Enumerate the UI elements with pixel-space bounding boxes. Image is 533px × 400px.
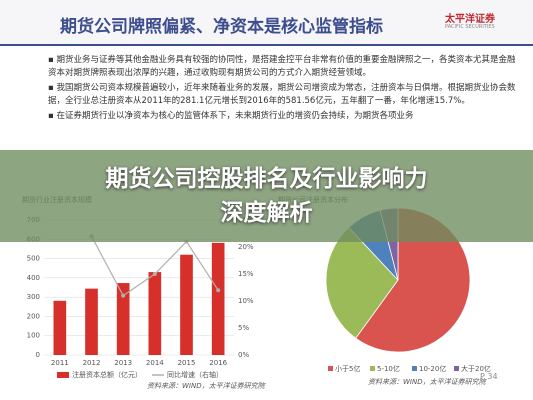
banner-text: 期货公司控股排名及行业影响力 深度解析 <box>0 162 533 230</box>
source: 资料来源：WIND，太平洋证券研究院 <box>147 382 266 390</box>
title: 期货公司牌照偏紧、净资本是核心监管指标 <box>60 17 383 37</box>
x-tick-label: 2016 <box>209 359 227 367</box>
y-tick-label: 300 <box>27 293 40 301</box>
x-tick-label: 2014 <box>146 359 164 367</box>
x-tick-label: 2013 <box>114 359 132 367</box>
paragraph: ▪ 期货业务与证券等其他金融业务具有较强的协同性，是搭建金控平台非常有价值的重要… <box>48 55 516 78</box>
logo: 太平洋证券 <box>445 14 495 25</box>
legend-swatch <box>454 366 459 371</box>
bar <box>148 272 162 355</box>
banner-line: 期货公司控股排名及行业影响力 <box>105 166 428 192</box>
y-tick-label: 0 <box>36 351 40 359</box>
legend-label: 5-10亿 <box>377 364 400 373</box>
banner <box>0 150 533 242</box>
y2-tick-label: 15% <box>238 270 254 278</box>
page-number: P 34 <box>480 372 498 381</box>
legend-label: 10-20亿 <box>419 364 446 373</box>
body: ▪ 期货业务与证券等其他金融业务具有较强的协同性，是搭建金控平台非常有价值的重要… <box>48 54 518 123</box>
y-tick-label: 400 <box>27 274 40 282</box>
source: 资料来源：WIND，太平洋证券研究院 <box>368 378 487 386</box>
x-tick-label: 2011 <box>51 359 69 367</box>
y2-tick-label: 0% <box>238 351 249 359</box>
paragraph: ▪ 我国期货公司资本规模普遍较小，近年来随着业务的发展，期货公司增资成为常态，注… <box>48 83 516 106</box>
legend-label: 同比增速（右轴） <box>167 370 223 379</box>
y-tick-label: 500 <box>27 255 40 263</box>
paragraph: ▪ 在证券期货行业以净资本为核心的监管体系下，未来期货行业的增资仍会持续，为期货… <box>48 111 414 121</box>
legend-label: 大于20亿 <box>461 364 491 373</box>
point <box>121 293 126 298</box>
legend-swatch <box>328 366 333 371</box>
legend-swatch <box>57 372 69 378</box>
point <box>152 272 157 276</box>
text: 期货业务与证券等其他金融业务具有较强的协同性，是搭建金控平台非常有价值的重要金融… <box>48 55 516 78</box>
legend-swatch <box>412 366 417 371</box>
bar <box>53 300 67 355</box>
y2-tick-label: 5% <box>238 324 249 332</box>
bar <box>180 254 193 355</box>
bar <box>85 288 98 355</box>
y-tick-label: 200 <box>27 312 40 320</box>
text: 我国期货公司资本规模普遍较小，近年来随着业务的发展，期货公司增资成为常态，注册资… <box>48 83 516 106</box>
legend-swatch <box>370 366 375 371</box>
legend-label: 注册资本总额（亿元） <box>72 370 142 379</box>
x-tick-label: 2012 <box>83 359 101 367</box>
y2-tick-label: 20% <box>238 243 254 251</box>
point <box>216 288 221 293</box>
y2-tick-label: 10% <box>238 297 254 305</box>
legend-label: 小于5亿 <box>335 364 360 373</box>
logo-en: PACIFIC SECURITIES <box>445 24 495 30</box>
header-bar <box>0 0 533 46</box>
text: 在证券期货行业以净资本为核心的监管体系下，未来期货行业的增资仍会持续，为期货各项… <box>56 111 414 121</box>
bar <box>211 242 225 355</box>
x-tick-label: 2015 <box>178 359 196 367</box>
bar <box>116 283 130 355</box>
y-tick-label: 100 <box>27 332 40 340</box>
banner-line: 深度解析 <box>220 200 313 226</box>
